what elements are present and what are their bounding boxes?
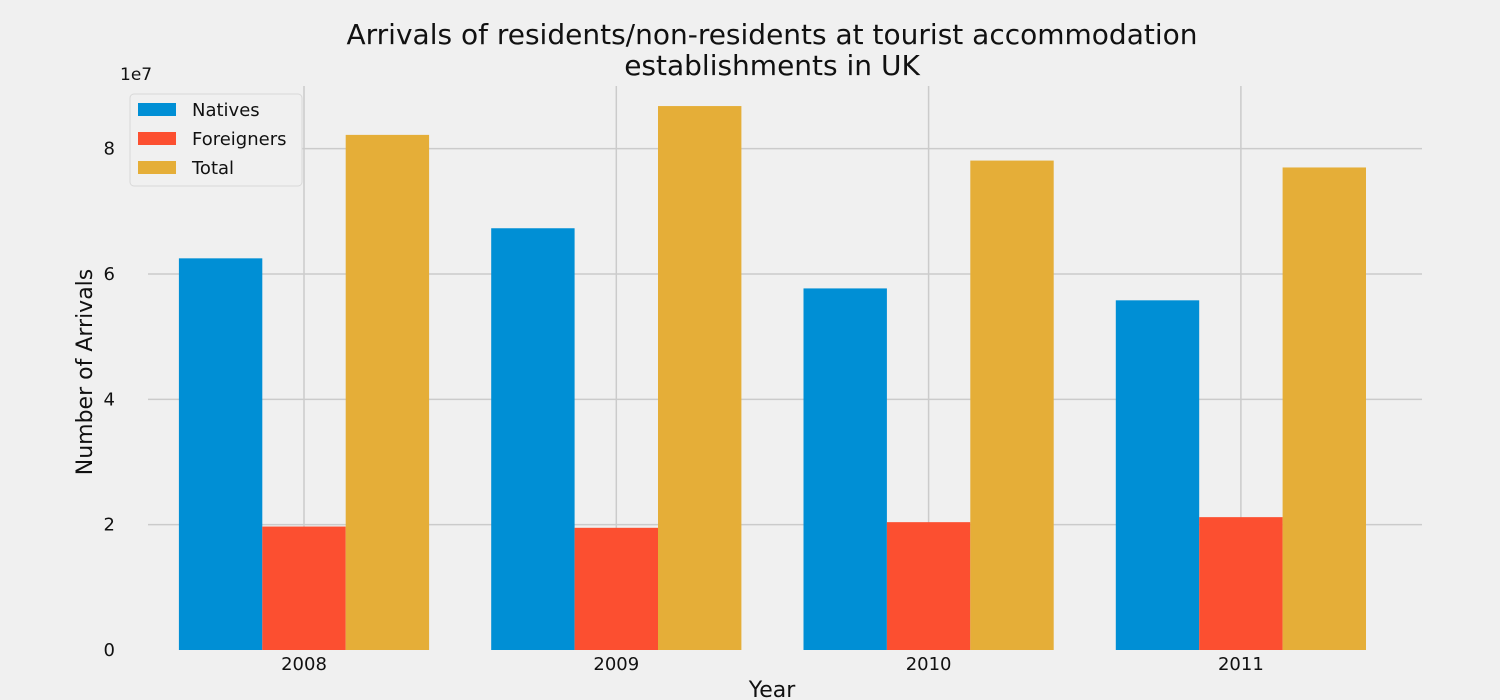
legend-swatch-natives [138,103,176,116]
bar-foreigners-2008 [262,526,346,650]
bar-foreigners-2010 [886,522,971,650]
y-axis-label: Number of Arrivals [73,269,98,476]
legend-label-total: Total [191,158,234,179]
x-tick-label: 2009 [593,654,639,675]
legend-swatch-foreigners [138,132,176,145]
x-tick-label: 2008 [281,654,327,675]
y-axis-offset-label: 1e7 [120,65,152,85]
x-tick-label: 2010 [906,654,952,675]
bar-total-2011 [1282,167,1366,650]
legend: Natives Foreigners Total [129,93,303,187]
y-tick-label: 0 [104,640,115,661]
y-tick-label: 6 [104,264,115,285]
legend-label-foreigners: Foreigners [192,129,287,150]
legend-swatch-total [138,161,176,174]
chart-title-line-1: Arrivals of residents/non-residents at t… [347,18,1198,51]
y-tick-label: 2 [104,515,115,536]
bar-total-2009 [658,106,742,650]
bar-natives-2011 [1115,300,1200,650]
x-tick-labels: 2008 2009 2010 2011 [281,654,1264,675]
bar-foreigners-2011 [1199,517,1283,650]
chart-title-line-2: establishments in UK [624,49,920,82]
bars [178,106,1366,650]
bar-total-2008 [345,134,430,650]
bar-natives-2009 [491,228,575,650]
y-tick-labels: 0 2 4 6 8 [104,139,115,661]
bar-total-2010 [970,160,1054,650]
x-axis-label: Year [748,678,797,700]
x-tick-label: 2011 [1218,654,1264,675]
y-tick-label: 4 [104,389,115,410]
y-tick-label: 8 [104,139,115,160]
bar-foreigners-2009 [574,527,658,650]
bar-natives-2008 [178,258,263,650]
bar-natives-2010 [803,288,887,650]
legend-label-natives: Natives [192,100,260,121]
